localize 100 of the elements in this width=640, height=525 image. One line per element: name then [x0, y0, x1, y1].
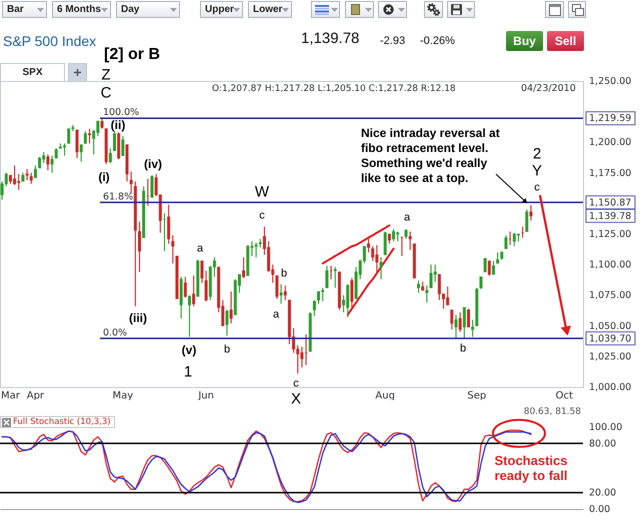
candlestick	[300, 346, 303, 368]
candlestick	[46, 153, 49, 170]
candlestick	[458, 311, 462, 332]
y-tick-label: 1,050.00	[588, 320, 631, 332]
candlestick	[112, 130, 116, 151]
candlestick	[54, 147, 58, 158]
annotation: (ii)	[110, 118, 126, 133]
candlestick	[62, 142, 66, 156]
candlestick	[320, 286, 324, 302]
candlestick	[170, 234, 174, 264]
candlestick	[404, 228, 408, 239]
annotation: b	[460, 342, 466, 356]
annotation: 04/23/2010	[521, 83, 576, 95]
annotation: 100.0%	[102, 106, 139, 118]
candlestick	[283, 284, 286, 300]
y-tick-label: 1,250.00	[588, 76, 631, 86]
line-series	[346, 247, 394, 316]
dropdown: Bar	[2, 1, 47, 18]
x-tick-label: Oct	[555, 390, 572, 401]
candlestick	[100, 117, 104, 129]
y-tick-label: 1,175.00	[588, 167, 631, 178]
candlestick	[470, 318, 474, 337]
annotation: C	[100, 84, 112, 102]
candlestick	[333, 266, 336, 288]
candlestick	[108, 147, 112, 164]
candlestick	[166, 204, 170, 244]
y-tick-label: 20.00	[589, 488, 616, 499]
text: 1,139.78	[301, 30, 360, 48]
candlestick	[50, 154, 54, 173]
candlestick	[192, 274, 195, 306]
text: -2.93	[380, 35, 406, 48]
candlestick	[312, 299, 316, 316]
candlestick	[150, 174, 153, 198]
candlestick	[346, 283, 349, 318]
dropdown: Upper	[200, 1, 243, 18]
candlestick	[187, 294, 190, 337]
annotation: Nice intraday reversal at fibo retracement level. Something we'd really like to see at a top.	[360, 126, 500, 185]
annotation: c	[293, 378, 299, 390]
y-tick-label: 1,039.70	[588, 332, 631, 344]
candlestick	[450, 308, 453, 330]
candlestick	[224, 308, 228, 336]
annotation: (i)	[98, 170, 110, 185]
candlestick	[274, 274, 278, 299]
candlestick	[16, 172, 20, 190]
candlestick	[408, 230, 412, 250]
button: Sell	[547, 31, 584, 51]
annotation: (v)	[182, 343, 196, 358]
y-tick-label: 80.00	[589, 438, 616, 450]
candlestick	[487, 260, 490, 276]
candlestick	[429, 264, 432, 288]
text: [2] or B	[104, 46, 160, 64]
candlestick	[138, 220, 141, 272]
text: 80.63, 81.58	[524, 407, 581, 418]
annotation: b	[224, 344, 230, 356]
candlestick	[25, 168, 28, 180]
candlestick	[483, 258, 486, 272]
y-tick-label: 1,139.78	[588, 210, 631, 222]
candlestick	[120, 135, 124, 156]
y-tick-label: 1,025.00	[588, 350, 631, 362]
candlestick	[446, 286, 449, 306]
annotation: a	[404, 212, 410, 224]
candlestick	[379, 256, 382, 280]
candlestick	[387, 232, 390, 244]
dropdown: Lower	[248, 1, 292, 18]
y-tick-label: 0.00	[589, 504, 610, 515]
annotation: (iv)	[144, 157, 162, 172]
text: X	[290, 390, 302, 408]
y-tick-label: 1,100.00	[588, 259, 631, 270]
candlestick	[96, 120, 99, 136]
candlestick	[29, 172, 32, 184]
annotation: W	[254, 183, 270, 201]
candlestick	[183, 276, 186, 298]
candlestick	[374, 244, 378, 274]
candlestick	[504, 234, 507, 249]
y-tick-label: 1,000.00	[588, 382, 631, 392]
y-tick-label: 1,219.59	[588, 112, 631, 124]
annotation: c	[259, 210, 265, 222]
annotation: a	[272, 308, 280, 322]
candlestick	[242, 256, 245, 278]
candlestick	[524, 208, 528, 232]
candlestick	[396, 230, 399, 242]
button: Buy	[506, 31, 543, 51]
annotation: O:1,207.87 H:1,217.28 L:1,205.10 C:1,217.28 R:12.18	[212, 84, 456, 94]
candlestick	[454, 314, 457, 338]
y-tick-label: 1,200.00	[588, 136, 631, 148]
candlestick	[462, 306, 466, 338]
candlestick	[324, 264, 328, 288]
line-series	[321, 224, 390, 264]
candlestick	[350, 277, 353, 308]
candlestick	[528, 204, 532, 221]
annotation: (iii)	[129, 311, 147, 326]
tab: SPX	[0, 63, 65, 81]
y-tick-label: 100.00	[589, 422, 622, 433]
annotation: Y	[532, 162, 542, 180]
candlestick	[204, 270, 208, 302]
candlestick	[383, 230, 386, 255]
candlestick	[366, 238, 370, 252]
annotation: Stochastics ready to fall	[494, 453, 568, 484]
candlestick	[200, 260, 203, 284]
annotation: 61.8%	[102, 190, 133, 202]
